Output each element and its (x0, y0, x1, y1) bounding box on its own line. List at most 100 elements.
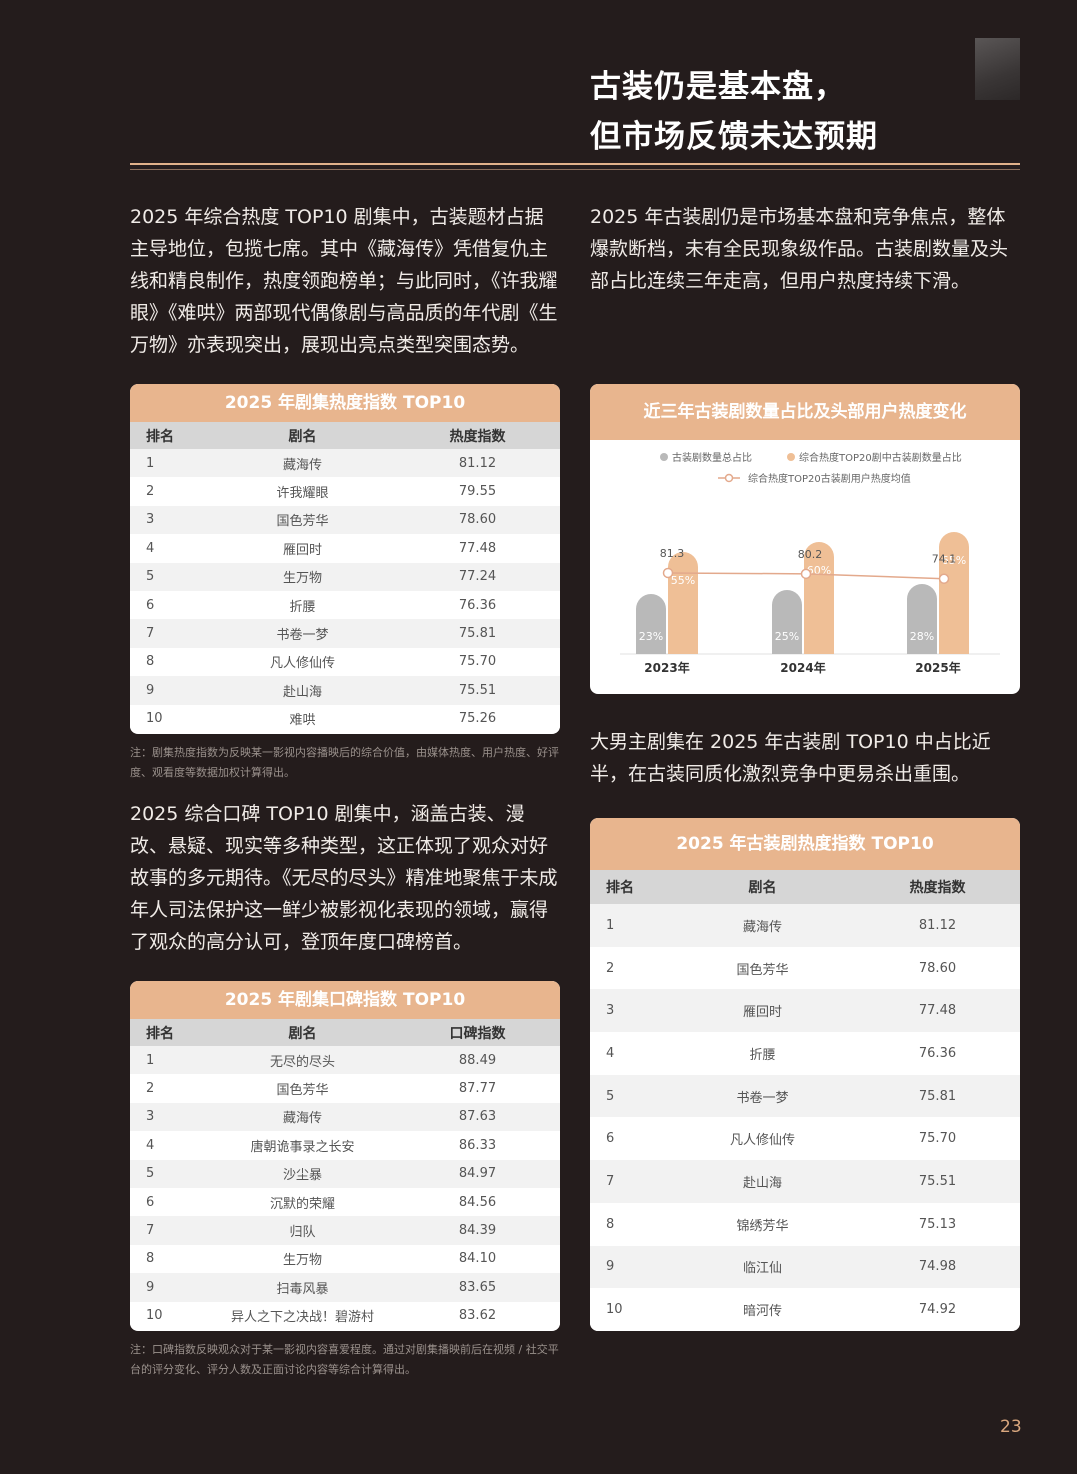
paragraph-right-2: 大男主剧集在 2025 年古装剧 TOP10 中占比近半，在古装同质化激烈竞争中… (590, 731, 991, 785)
table-row: 5 生万物 77.24 (130, 562, 560, 591)
table-reputation-top10-title: 2025 年剧集口碑指数 TOP10 (130, 981, 560, 1019)
bar-label-top20-share: 65% (942, 554, 966, 567)
paragraph-left-2: 2025 综合口碑 TOP10 剧集中，涵盖古装、漫改、悬疑、现实等多种类型，这… (130, 803, 558, 953)
cell-rank: 3 (130, 1102, 210, 1132)
cell-rank: 1 (590, 904, 670, 947)
cell-value: 87.63 (395, 1102, 560, 1132)
table-heat-top10-grid: 排名 剧名 热度指数 1 藏海传 81.12 2 许我耀眼 79.55 3 国色芳华 78.60… (130, 422, 560, 733)
cell-value: 76.36 (855, 1032, 1020, 1075)
cell-value: 75.51 (395, 676, 560, 705)
cell-value: 75.13 (855, 1202, 1020, 1246)
table-row: 4 雁回时 77.48 (130, 534, 560, 563)
table-row: 6 折腰 76.36 (130, 590, 560, 620)
x-tick-label: 2023年 (644, 660, 689, 675)
cell-value: 79.55 (395, 477, 560, 506)
cell-title: 折腰 (210, 590, 395, 620)
point-label-heat-avg: 74.1 (932, 553, 957, 566)
x-tick-label: 2024年 (780, 660, 825, 675)
cell-rank: 3 (130, 505, 210, 535)
table-reputation-top10: 2025 年剧集口碑指数 TOP10 排名 剧名 口碑指数 1 无尽的尽头 88.4… (130, 981, 560, 1331)
cell-value: 76.36 (395, 590, 560, 620)
table-row: 7 归队 84.39 (130, 1216, 560, 1245)
table-row: 9 临江仙 74.98 (590, 1245, 1020, 1289)
paragraph-right-1: 2025 年古装剧仍是市场基本盘和竞争焦点，整体爆款断档，未有全民现象级作品。古… (590, 206, 1009, 292)
cell-title: 国色芳华 (670, 946, 855, 990)
cell-title: 国色芳华 (210, 505, 395, 535)
column-header-heat: 热度指数 (855, 870, 1020, 904)
cell-value: 77.24 (395, 562, 560, 591)
table-row: 8 生万物 84.10 (130, 1244, 560, 1274)
cell-rank: 5 (590, 1074, 670, 1118)
table-row: 2 国色芳华 87.77 (130, 1074, 560, 1103)
page-title: 古装仍是基本盘， 但市场反馈未达预期 (590, 62, 1030, 162)
column-header-title: 剧名 (670, 870, 855, 904)
title-divider-bottom (130, 169, 1020, 170)
legend-marker-heat-avg (724, 473, 734, 483)
cell-title: 藏海传 (210, 449, 395, 478)
table-row: 1 藏海传 81.12 (130, 449, 560, 478)
cell-title: 藏海传 (210, 1102, 395, 1132)
cell-rank: 2 (130, 477, 210, 506)
cell-value: 75.81 (855, 1074, 1020, 1118)
chart-title: 近三年古装剧数量占比及头部用户热度变化 (590, 384, 1020, 440)
point-label-heat-avg: 80.2 (798, 548, 823, 561)
chart-card: 近三年古装剧数量占比及头部用户热度变化 古装剧数量总占比 综合热度TOP20剧中… (590, 384, 1020, 694)
title-line-1: 古装仍是基本盘， (590, 69, 846, 105)
cell-rank: 10 (130, 1301, 210, 1330)
bar-label-total-share: 23% (639, 630, 663, 643)
cell-value: 87.77 (395, 1074, 560, 1103)
table-row: 10 难哄 75.26 (130, 704, 560, 733)
cell-value: 77.48 (855, 989, 1020, 1033)
bar-top20-share-fill (939, 547, 969, 654)
cell-value: 75.70 (395, 647, 560, 677)
cell-title: 锦绣芳华 (670, 1202, 855, 1246)
cell-title: 许我耀眼 (210, 477, 395, 506)
table-row: 3 雁回时 77.48 (590, 989, 1020, 1033)
bar-top20-share-fill (668, 567, 698, 654)
cell-title: 无尽的尽头 (210, 1046, 395, 1075)
cell-title: 雁回时 (670, 989, 855, 1033)
column-header-title: 剧名 (210, 1019, 395, 1046)
table-row: 9 赴山海 75.51 (130, 676, 560, 705)
cell-value: 74.98 (855, 1245, 1020, 1289)
table-row: 8 锦绣芳华 75.13 (590, 1202, 1020, 1246)
cell-title: 赴山海 (670, 1160, 855, 1203)
cell-value: 84.39 (395, 1216, 560, 1245)
point-label-heat-avg: 81.3 (660, 547, 685, 560)
bar-label-total-share: 25% (775, 630, 799, 643)
cell-rank: 6 (130, 1187, 210, 1217)
table-row: 3 藏海传 87.63 (130, 1102, 560, 1132)
corner-decoration (975, 38, 1020, 100)
table-row: 5 书卷一梦 75.81 (590, 1074, 1020, 1118)
column-header-heat: 热度指数 (395, 422, 560, 449)
cell-value: 84.97 (395, 1159, 560, 1188)
cell-rank: 2 (130, 1074, 210, 1103)
table-reputation-top10-grid: 排名 剧名 口碑指数 1 无尽的尽头 88.49 2 国色芳华 87.77 3 藏海传 87.6… (130, 1019, 560, 1330)
table-costume-heat-top10-title: 2025 年古装剧热度指数 TOP10 (590, 818, 1020, 870)
table-costume-heat-top10: 2025 年古装剧热度指数 TOP10 排名 剧名 热度指数 1 藏海传 81.12… (590, 818, 1020, 1331)
cell-title: 凡人修仙传 (210, 647, 395, 677)
cell-rank: 9 (130, 1273, 210, 1302)
table-row: 6 沉默的荣耀 84.56 (130, 1187, 560, 1217)
column-header-rank: 排名 (130, 1019, 210, 1046)
bar-label-total-share: 28% (910, 630, 934, 643)
cell-rank: 1 (130, 1046, 210, 1075)
x-tick-label: 2025年 (915, 660, 960, 675)
cell-rank: 5 (130, 1159, 210, 1188)
cell-title: 书卷一梦 (670, 1074, 855, 1118)
cell-rank: 8 (130, 1244, 210, 1274)
cell-rank: 4 (590, 1032, 670, 1075)
cell-rank: 10 (590, 1288, 670, 1331)
cell-value: 84.56 (395, 1187, 560, 1217)
legend-label-total-share: 古装剧数量总占比 (672, 451, 752, 464)
cell-title: 赴山海 (210, 676, 395, 705)
cell-rank: 7 (130, 1216, 210, 1245)
cell-title: 暗河传 (670, 1288, 855, 1331)
cell-rank: 7 (590, 1160, 670, 1203)
bar-label-top20-share: 55% (671, 574, 695, 587)
cell-value: 75.81 (395, 619, 560, 648)
title-line-2: 但市场反馈未达预期 (590, 119, 878, 155)
cell-value: 88.49 (395, 1046, 560, 1075)
point-heat-avg (800, 568, 812, 580)
cell-title: 书卷一梦 (210, 619, 395, 648)
